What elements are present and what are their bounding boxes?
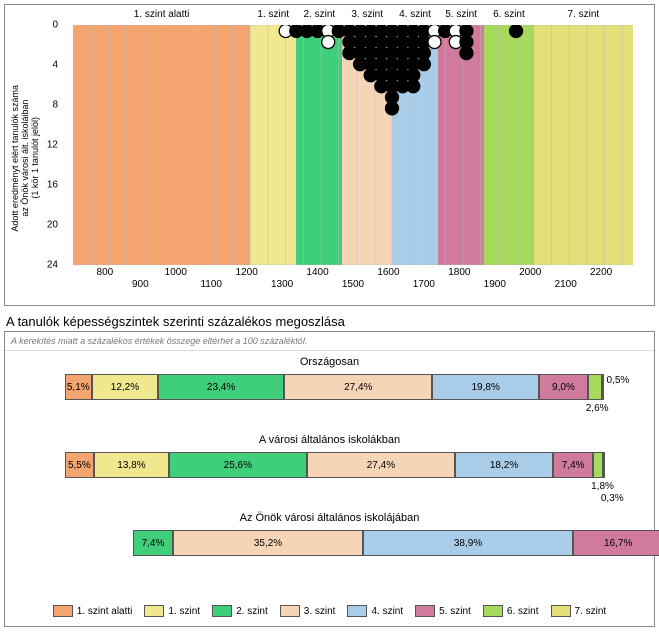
bar-segment-l6: 2,6%: [588, 374, 602, 400]
legend-swatch: [483, 605, 503, 617]
band-label-l4: 4. szint: [399, 9, 431, 20]
band-label-l2: 2. szint: [303, 9, 335, 20]
chart1-points: [73, 25, 633, 265]
ytick: 16: [34, 180, 58, 191]
bar-segment-l7: 0,5%: [602, 374, 605, 400]
ytick: 0: [34, 20, 58, 31]
bar-segment-l5: 7,4%: [553, 452, 593, 478]
bar-segment-l2: 25,6%: [169, 452, 307, 478]
legend-item-below1: 1. szint alatti: [53, 605, 133, 617]
legend-swatch: [212, 605, 232, 617]
legend: 1. szint alatti 1. szint 2. szint 3. szint 4…: [5, 605, 654, 620]
xtick-minor: 900: [132, 279, 149, 290]
bars-area: Országosan5,1%12,2%23,4%27,4%19,8%9,0%2,…: [25, 356, 634, 588]
bar-segment-l6: 1,8%: [593, 452, 603, 478]
legend-label: 6. szint: [507, 606, 539, 617]
scatter-chart-panel: Adott eredményt elért tanulók száma az Ö…: [4, 4, 655, 306]
legend-label: 4. szint: [371, 606, 403, 617]
legend-swatch: [53, 605, 73, 617]
xtick-major: 1600: [377, 267, 399, 278]
xtick-major: 2200: [590, 267, 612, 278]
bar-row: 5,5%13,8%25,6%27,4%18,2%7,4%1,8%0,3%: [25, 450, 634, 494]
legend-swatch: [551, 605, 571, 617]
bar-segment-below1: 5,1%: [65, 374, 93, 400]
data-point: [428, 36, 441, 49]
legend-label: 3. szint: [304, 606, 336, 617]
ytick: 8: [34, 100, 58, 111]
bar-segment-l3: 27,4%: [307, 452, 455, 478]
bar-group: Országosan 5,1%12,2%23,4%27,4%19,8%9,0%2,…: [25, 356, 634, 416]
ytick: 20: [34, 220, 58, 231]
ytick: 4: [34, 60, 58, 71]
rounding-note: A kerekítés miatt a százalékos értékek ö…: [5, 332, 654, 351]
xtick-minor: 1500: [342, 279, 364, 290]
band-label-l1: 1. szint: [257, 9, 289, 20]
ytick: 12: [34, 140, 58, 151]
legend-item-l1: 1. szint: [144, 605, 200, 617]
bar-segment-l3: 27,4%: [284, 374, 432, 400]
ytick: 24: [34, 260, 58, 271]
bar-row: 5,1%12,2%23,4%27,4%19,8%9,0%2,6%0,5%: [25, 372, 634, 416]
legend-item-l4: 4. szint: [347, 605, 403, 617]
band-label-l7: 7. szint: [568, 9, 600, 20]
bar-segment-l4: 18,2%: [455, 452, 553, 478]
legend-item-l6: 6. szint: [483, 605, 539, 617]
xtick-minor: 2100: [555, 279, 577, 290]
bar-segment-below1: 5,5%: [65, 452, 95, 478]
y-axis-title: Adott eredményt elért tanulók száma az Ö…: [11, 85, 25, 232]
bar-row: 7,4%35,2%38,9%16,7%1,9%: [25, 528, 634, 572]
band-label-below1: 1. szint alatti: [134, 9, 190, 20]
bar-segment-l3: 35,2%: [173, 530, 363, 556]
bar-segment-l5: 9,0%: [539, 374, 588, 400]
legend-label: 5. szint: [439, 606, 471, 617]
data-point: [407, 80, 420, 93]
xtick-major: 1000: [165, 267, 187, 278]
data-point: [460, 47, 473, 60]
xtick-major: 1200: [236, 267, 258, 278]
data-point: [385, 102, 398, 115]
xtick-major: 2000: [519, 267, 541, 278]
band-label-l6: 6. szint: [493, 9, 525, 20]
bar-segment-l4: 19,8%: [432, 374, 539, 400]
data-point: [322, 36, 335, 49]
bar-group: Az Önök városi általános iskolájában 7,4%…: [25, 512, 634, 572]
legend-swatch: [144, 605, 164, 617]
bar-group-title: A városi általános iskolákban: [25, 434, 634, 446]
band-label-l3: 3. szint: [351, 9, 383, 20]
bar-segment-l4: 38,9%: [363, 530, 573, 556]
legend-label: 2. szint: [236, 606, 268, 617]
section-title: A tanulók képességszintek szerinti száza…: [4, 312, 655, 331]
xtick-minor: 1300: [271, 279, 293, 290]
xtick-major: 1400: [306, 267, 328, 278]
bar-group-title: Országosan: [25, 356, 634, 368]
data-point: [510, 25, 523, 38]
bar-group: A városi általános iskolákban 5,5%13,8%25…: [25, 434, 634, 494]
xtick-minor: 1900: [484, 279, 506, 290]
legend-swatch: [347, 605, 367, 617]
stacked-bar-panel: A kerekítés miatt a százalékos értékek ö…: [4, 331, 655, 627]
xtick-major: 1800: [448, 267, 470, 278]
bar-segment-l1: 12,2%: [92, 374, 158, 400]
data-point: [417, 58, 430, 71]
xtick-major: 800: [97, 267, 114, 278]
legend-item-l7: 7. szint: [551, 605, 607, 617]
bar-segment-l2: 23,4%: [158, 374, 284, 400]
legend-label: 1. szint alatti: [77, 606, 133, 617]
legend-swatch: [415, 605, 435, 617]
legend-item-l2: 2. szint: [212, 605, 268, 617]
legend-swatch: [280, 605, 300, 617]
band-label-l5: 5. szint: [445, 9, 477, 20]
legend-label: 7. szint: [575, 606, 607, 617]
bar-group-title: Az Önök városi általános iskolájában: [25, 512, 634, 524]
legend-label: 1. szint: [168, 606, 200, 617]
bar-segment-l5: 16,7%: [573, 530, 659, 556]
bar-segment-l1: 13,8%: [94, 452, 169, 478]
xtick-minor: 1100: [200, 279, 222, 290]
bar-segment-l2: 7,4%: [133, 530, 173, 556]
bar-segment-l7: 0,3%: [603, 452, 605, 478]
xtick-minor: 1700: [413, 279, 435, 290]
legend-item-l5: 5. szint: [415, 605, 471, 617]
legend-item-l3: 3. szint: [280, 605, 336, 617]
